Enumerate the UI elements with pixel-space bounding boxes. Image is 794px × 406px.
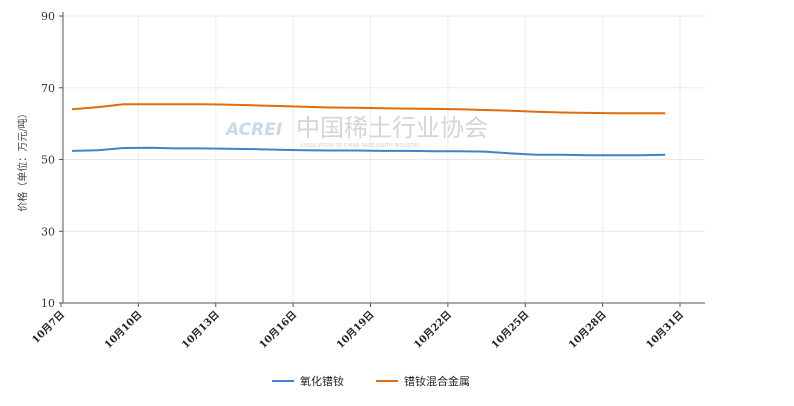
- watermark: ACREI 中国稀土行业协会 ASSOCIATION OF CHINA RARE…: [224, 114, 488, 149]
- y-tick-label: 30: [41, 225, 55, 238]
- series-line: [71, 103, 666, 115]
- x-tick-labels: 10月7日 10月10日 10月13日 10月16日 10月19日 10月22日 10月25…: [30, 303, 686, 351]
- legend-label: 镨钕混合金属: [404, 374, 470, 388]
- x-tick-label: 10月19日: [334, 309, 376, 351]
- axes: [62, 12, 705, 304]
- x-tick-label: 10月13日: [180, 309, 222, 351]
- x-tick-label: 10月22日: [412, 309, 454, 351]
- y-tick-label: 70: [41, 82, 55, 95]
- y-axis-label: 价格（单位：万元/吨）: [16, 108, 29, 211]
- watermark-subtitle: ASSOCIATION OF CHINA RARE EARTH INDUSTRY: [300, 143, 420, 149]
- legend: 氧化镨钕 镨钕混合金属: [272, 374, 470, 388]
- watermark-name: 中国稀土行业协会: [296, 114, 488, 142]
- y-tick-labels: 10 30 50 70 90: [41, 10, 63, 310]
- y-tick-label: 50: [41, 154, 55, 167]
- y-tick-label: 10: [41, 297, 55, 310]
- x-tick-label: 10月28日: [566, 309, 608, 351]
- x-tick-label: 10月10日: [102, 309, 144, 351]
- grid-lines: [60, 15, 705, 304]
- series-lines: [71, 103, 666, 157]
- y-tick-label: 90: [41, 10, 55, 23]
- legend-label: 氧化镨钕: [300, 374, 344, 388]
- x-tick-label: 10月25日: [489, 309, 531, 351]
- watermark-logo: ACREI: [224, 120, 282, 140]
- x-tick-label: 10月7日: [30, 309, 67, 346]
- series-line: [71, 146, 666, 157]
- x-tick-label: 10月31日: [644, 309, 686, 351]
- x-tick-label: 10月16日: [257, 309, 299, 351]
